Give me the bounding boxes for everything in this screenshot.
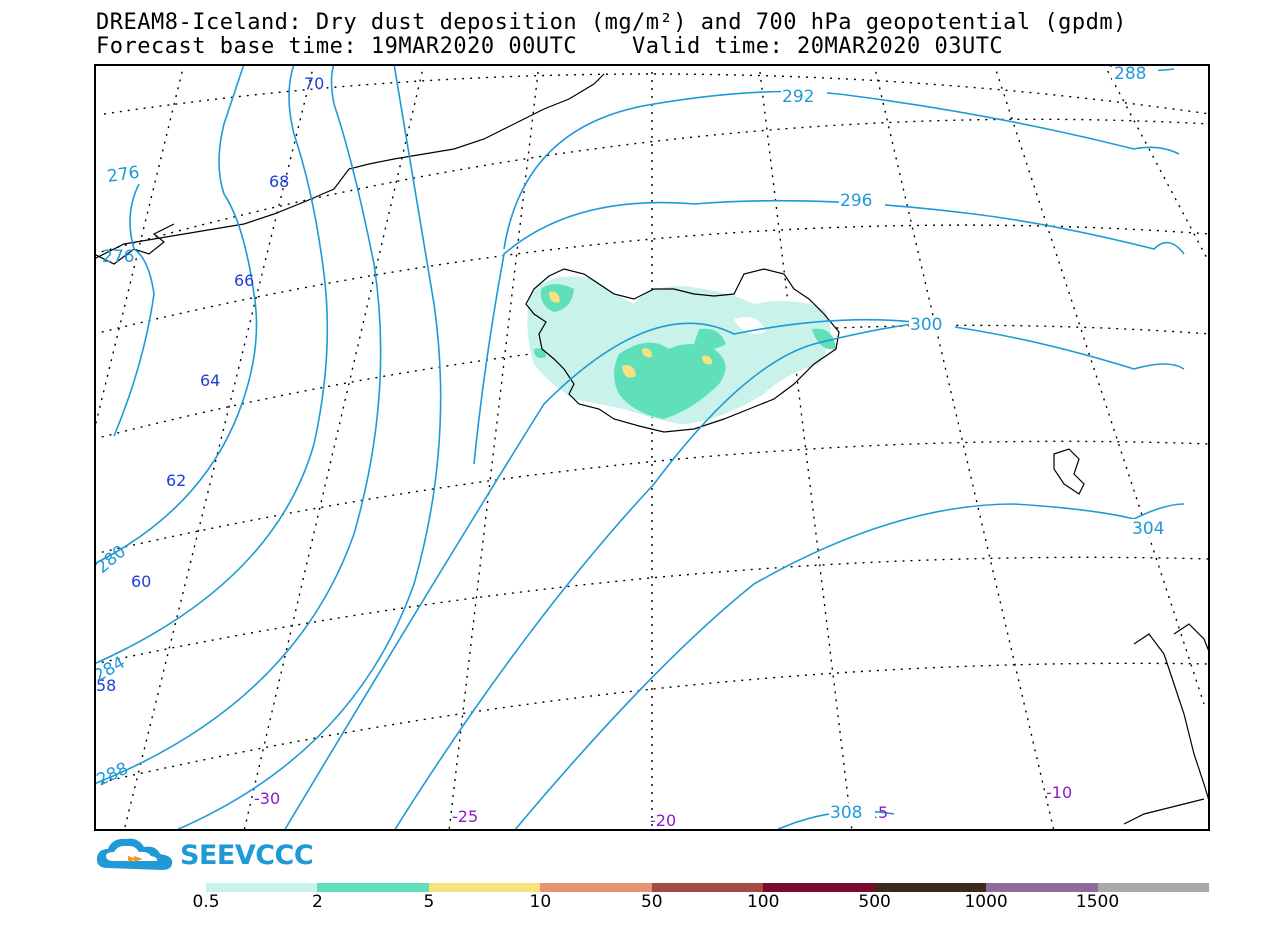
dust-deposition-field — [527, 276, 836, 424]
longitude-gridlines — [94, 64, 1210, 831]
logo-text: SEEVCCC — [180, 840, 314, 871]
latitude-label: 70 — [304, 74, 324, 93]
contour-label: 276 — [102, 247, 134, 267]
legend-swatch — [651, 883, 764, 892]
latitude-label: 64 — [200, 371, 220, 390]
contour-label: 308 — [830, 803, 862, 823]
longitude-label: -10 — [1046, 783, 1072, 802]
contour-label: 296 — [840, 191, 872, 211]
longitude-label: -25 — [452, 807, 478, 826]
legend-swatch — [1097, 883, 1209, 892]
legend-label: 2 — [312, 892, 323, 912]
latitude-label: 60 — [131, 572, 151, 591]
legend-swatch — [986, 883, 1098, 892]
legend-swatch — [317, 883, 429, 892]
contour-label: 292 — [782, 87, 814, 107]
legend-label: 10 — [529, 892, 552, 912]
legend-swatch — [874, 883, 987, 892]
contour-labels: 288 292 296 300 304 308 276 276 280 284 … — [94, 64, 1177, 823]
longitude-label: -20 — [650, 811, 676, 830]
legend-label: 50 — [640, 892, 663, 912]
contour-label: 288 — [1114, 64, 1146, 84]
cloud-icon — [96, 838, 173, 870]
legend-swatch — [428, 883, 541, 892]
contour-label: 300 — [910, 315, 942, 335]
legend-swatch — [206, 883, 318, 892]
latitude-label: 58 — [96, 676, 116, 695]
legend-swatch — [763, 883, 875, 892]
longitude-label: -30 — [254, 789, 280, 808]
legend-label: 1500 — [1075, 892, 1120, 912]
contour-label: 288 — [94, 759, 132, 791]
contour-label: 276 — [106, 163, 141, 187]
legend-label: 500 — [858, 892, 891, 912]
color-legend — [206, 883, 1209, 892]
legend-label: 100 — [746, 892, 780, 912]
contour-label: 304 — [1132, 519, 1164, 539]
legend-label: 1000 — [964, 892, 1008, 912]
map-subtitle: Forecast base time: 19MAR2020 00UTC Vali… — [96, 34, 1004, 59]
map-panel: 70 68 66 64 62 60 58 -30 -25 -20 -15 -10… — [94, 64, 1210, 831]
geopotential-contours — [94, 64, 1185, 831]
map-frame — [94, 64, 1210, 831]
legend-label: 5 — [423, 892, 435, 912]
latitude-label: 68 — [269, 172, 289, 191]
latitude-label: 66 — [234, 271, 254, 290]
map-title: DREAM8-Iceland: Dry dust deposition (mg/… — [96, 10, 1127, 35]
latitude-label: 62 — [166, 471, 186, 490]
legend-label: 0.5 — [192, 892, 220, 912]
coastlines — [94, 73, 1210, 825]
legend-swatch — [540, 883, 652, 892]
